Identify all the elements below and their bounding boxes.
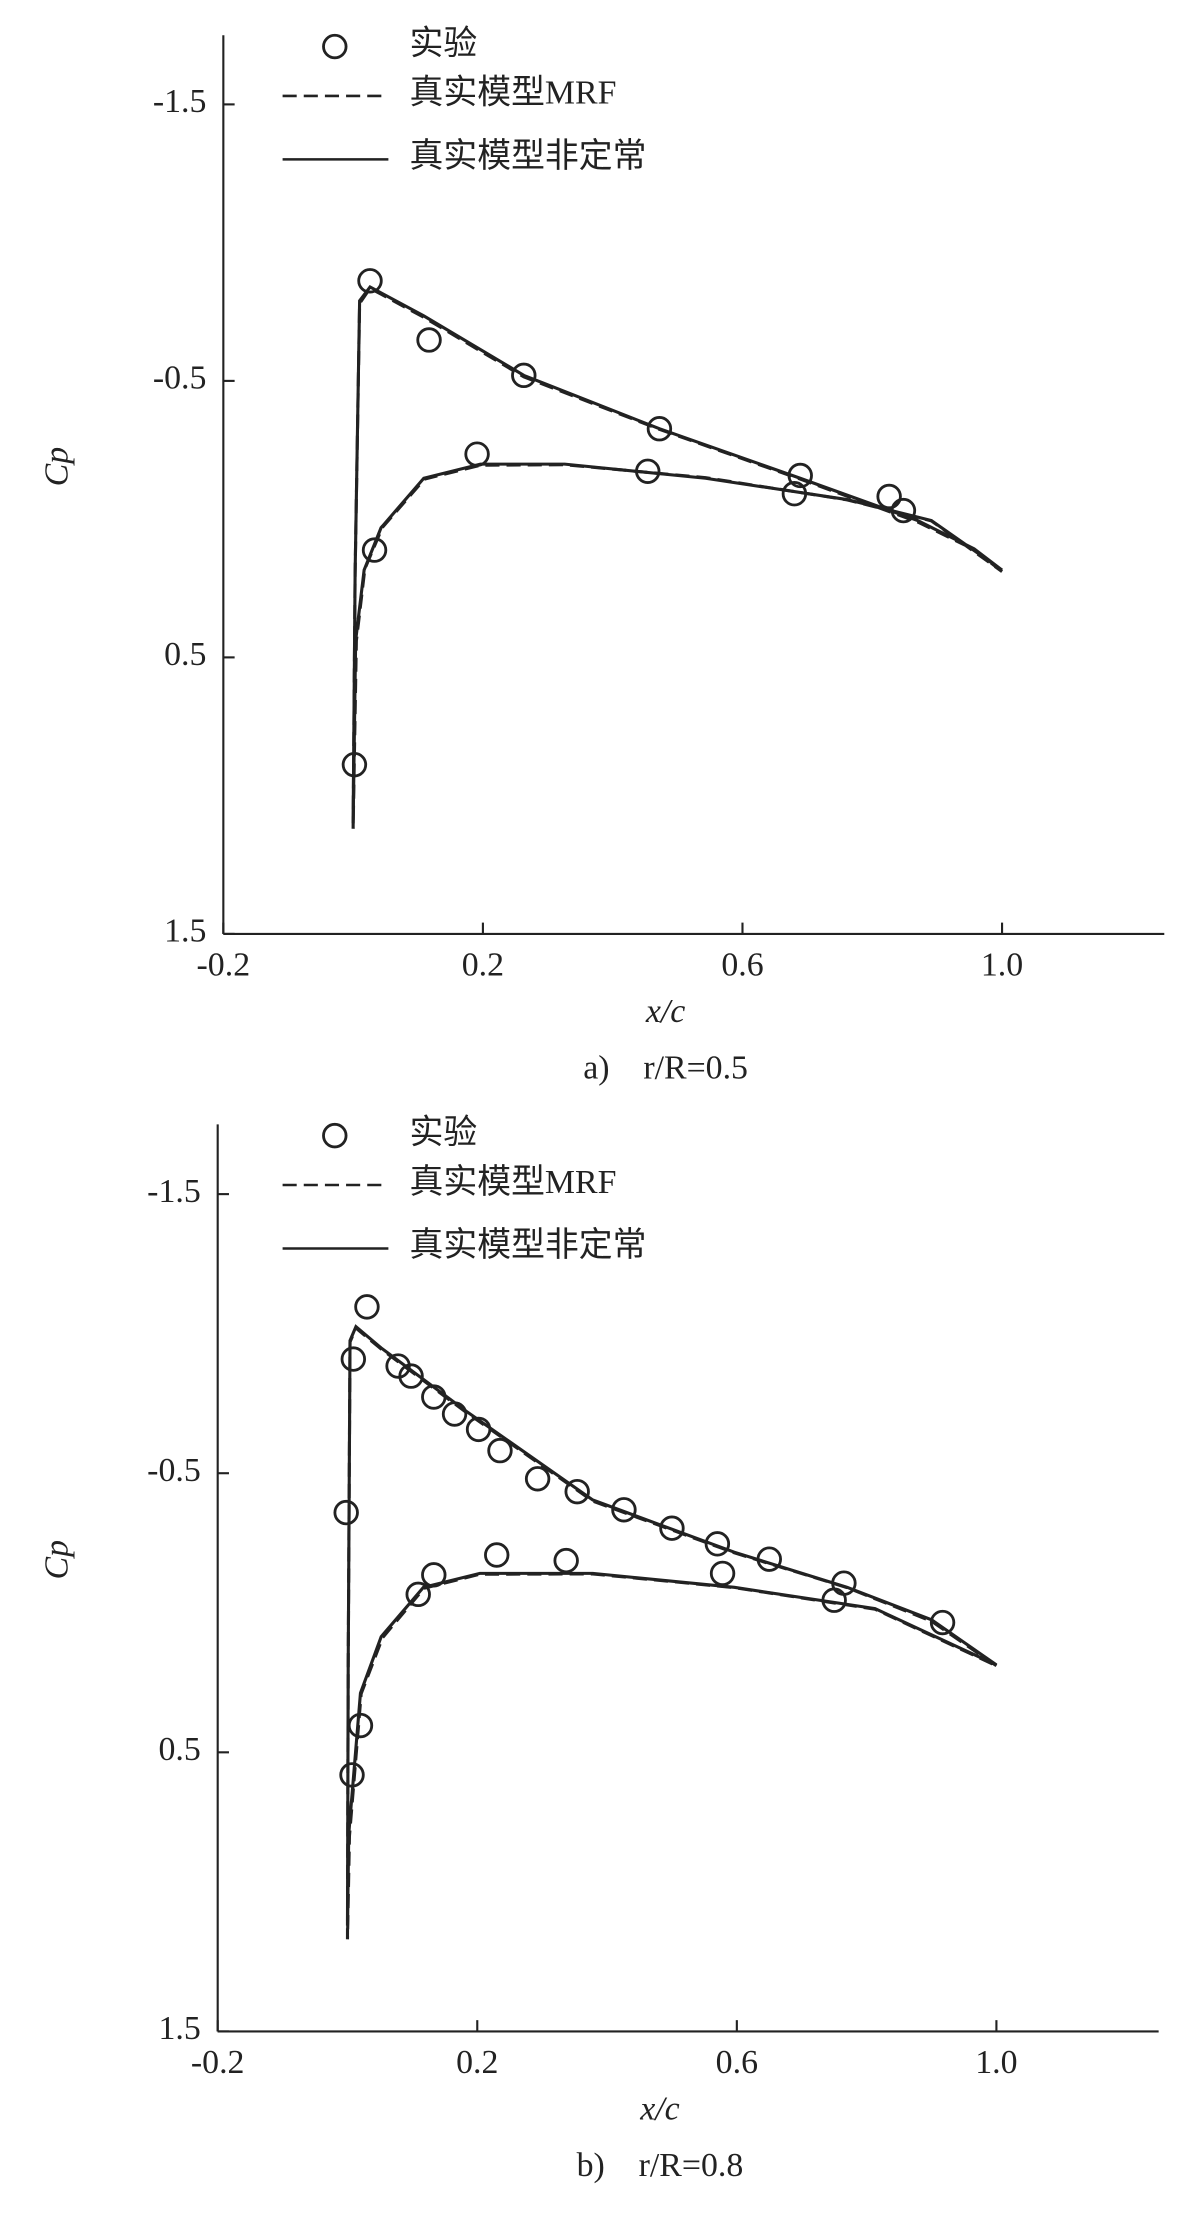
y-tick-label: 0.5 <box>164 636 206 673</box>
data-point <box>929 1609 956 1636</box>
caption: b) r/R=0.8 <box>577 2147 744 2184</box>
x-tick-label: -0.2 <box>191 2044 245 2081</box>
x-tick-label: 1.0 <box>981 947 1023 984</box>
data-point <box>416 327 442 353</box>
y-axis-label: Cp <box>38 1540 75 1580</box>
x-axis-label: x/c <box>639 2091 679 2128</box>
data-point <box>333 1499 359 1526</box>
legend-label: 实验 <box>410 24 478 62</box>
data-point <box>354 1294 380 1320</box>
data-point <box>553 1547 579 1574</box>
data-point <box>876 483 902 510</box>
data-point <box>646 416 673 442</box>
data-point <box>361 537 388 563</box>
x-axis-label: x/c <box>645 993 685 1030</box>
legend-label: 真实模型非定常 <box>410 137 647 175</box>
legend-marker <box>322 1122 348 1149</box>
data-point <box>564 1478 590 1505</box>
data-point <box>487 1437 513 1464</box>
curve <box>351 286 1004 829</box>
data-point <box>659 1515 685 1541</box>
data-point <box>464 441 490 467</box>
y-tick-label: -1.5 <box>147 1173 201 1210</box>
x-tick-label: 1.0 <box>975 2044 1017 2081</box>
x-tick-label: -0.2 <box>197 947 251 984</box>
legend-marker <box>322 33 348 60</box>
data-point <box>405 1581 431 1608</box>
data-point <box>524 1466 551 1492</box>
data-point <box>340 1346 367 1372</box>
y-tick-label: -0.5 <box>147 1452 201 1489</box>
legend-label: 真实模型非定常 <box>410 1226 647 1264</box>
x-tick-label: 0.2 <box>462 947 504 984</box>
y-tick-label: 1.5 <box>158 2010 200 2047</box>
x-tick-label: 0.6 <box>716 2044 758 2081</box>
data-point <box>704 1531 731 1557</box>
caption: a) r/R=0.5 <box>583 1049 748 1086</box>
curve <box>351 284 1003 824</box>
x-tick-label: 0.2 <box>456 2044 498 2081</box>
data-point <box>611 1497 637 1523</box>
y-tick-label: -1.5 <box>153 83 207 120</box>
data-point <box>398 1363 424 1389</box>
y-tick-label: -0.5 <box>153 360 207 397</box>
data-point <box>421 1384 447 1410</box>
data-point <box>441 1401 468 1427</box>
y-tick-label: 1.5 <box>164 913 206 950</box>
curve <box>345 1324 998 1926</box>
y-tick-label: 0.5 <box>158 1731 200 1768</box>
data-point <box>484 1542 510 1568</box>
legend-label: 实验 <box>410 1113 478 1151</box>
y-axis-label: Cp <box>38 447 75 487</box>
legend-label: 真实模型MRF <box>410 74 617 112</box>
legend-label: 真实模型MRF <box>410 1163 617 1201</box>
data-point <box>357 268 383 294</box>
data-point <box>511 362 537 389</box>
x-tick-label: 0.6 <box>721 947 763 984</box>
data-point <box>709 1560 736 1587</box>
